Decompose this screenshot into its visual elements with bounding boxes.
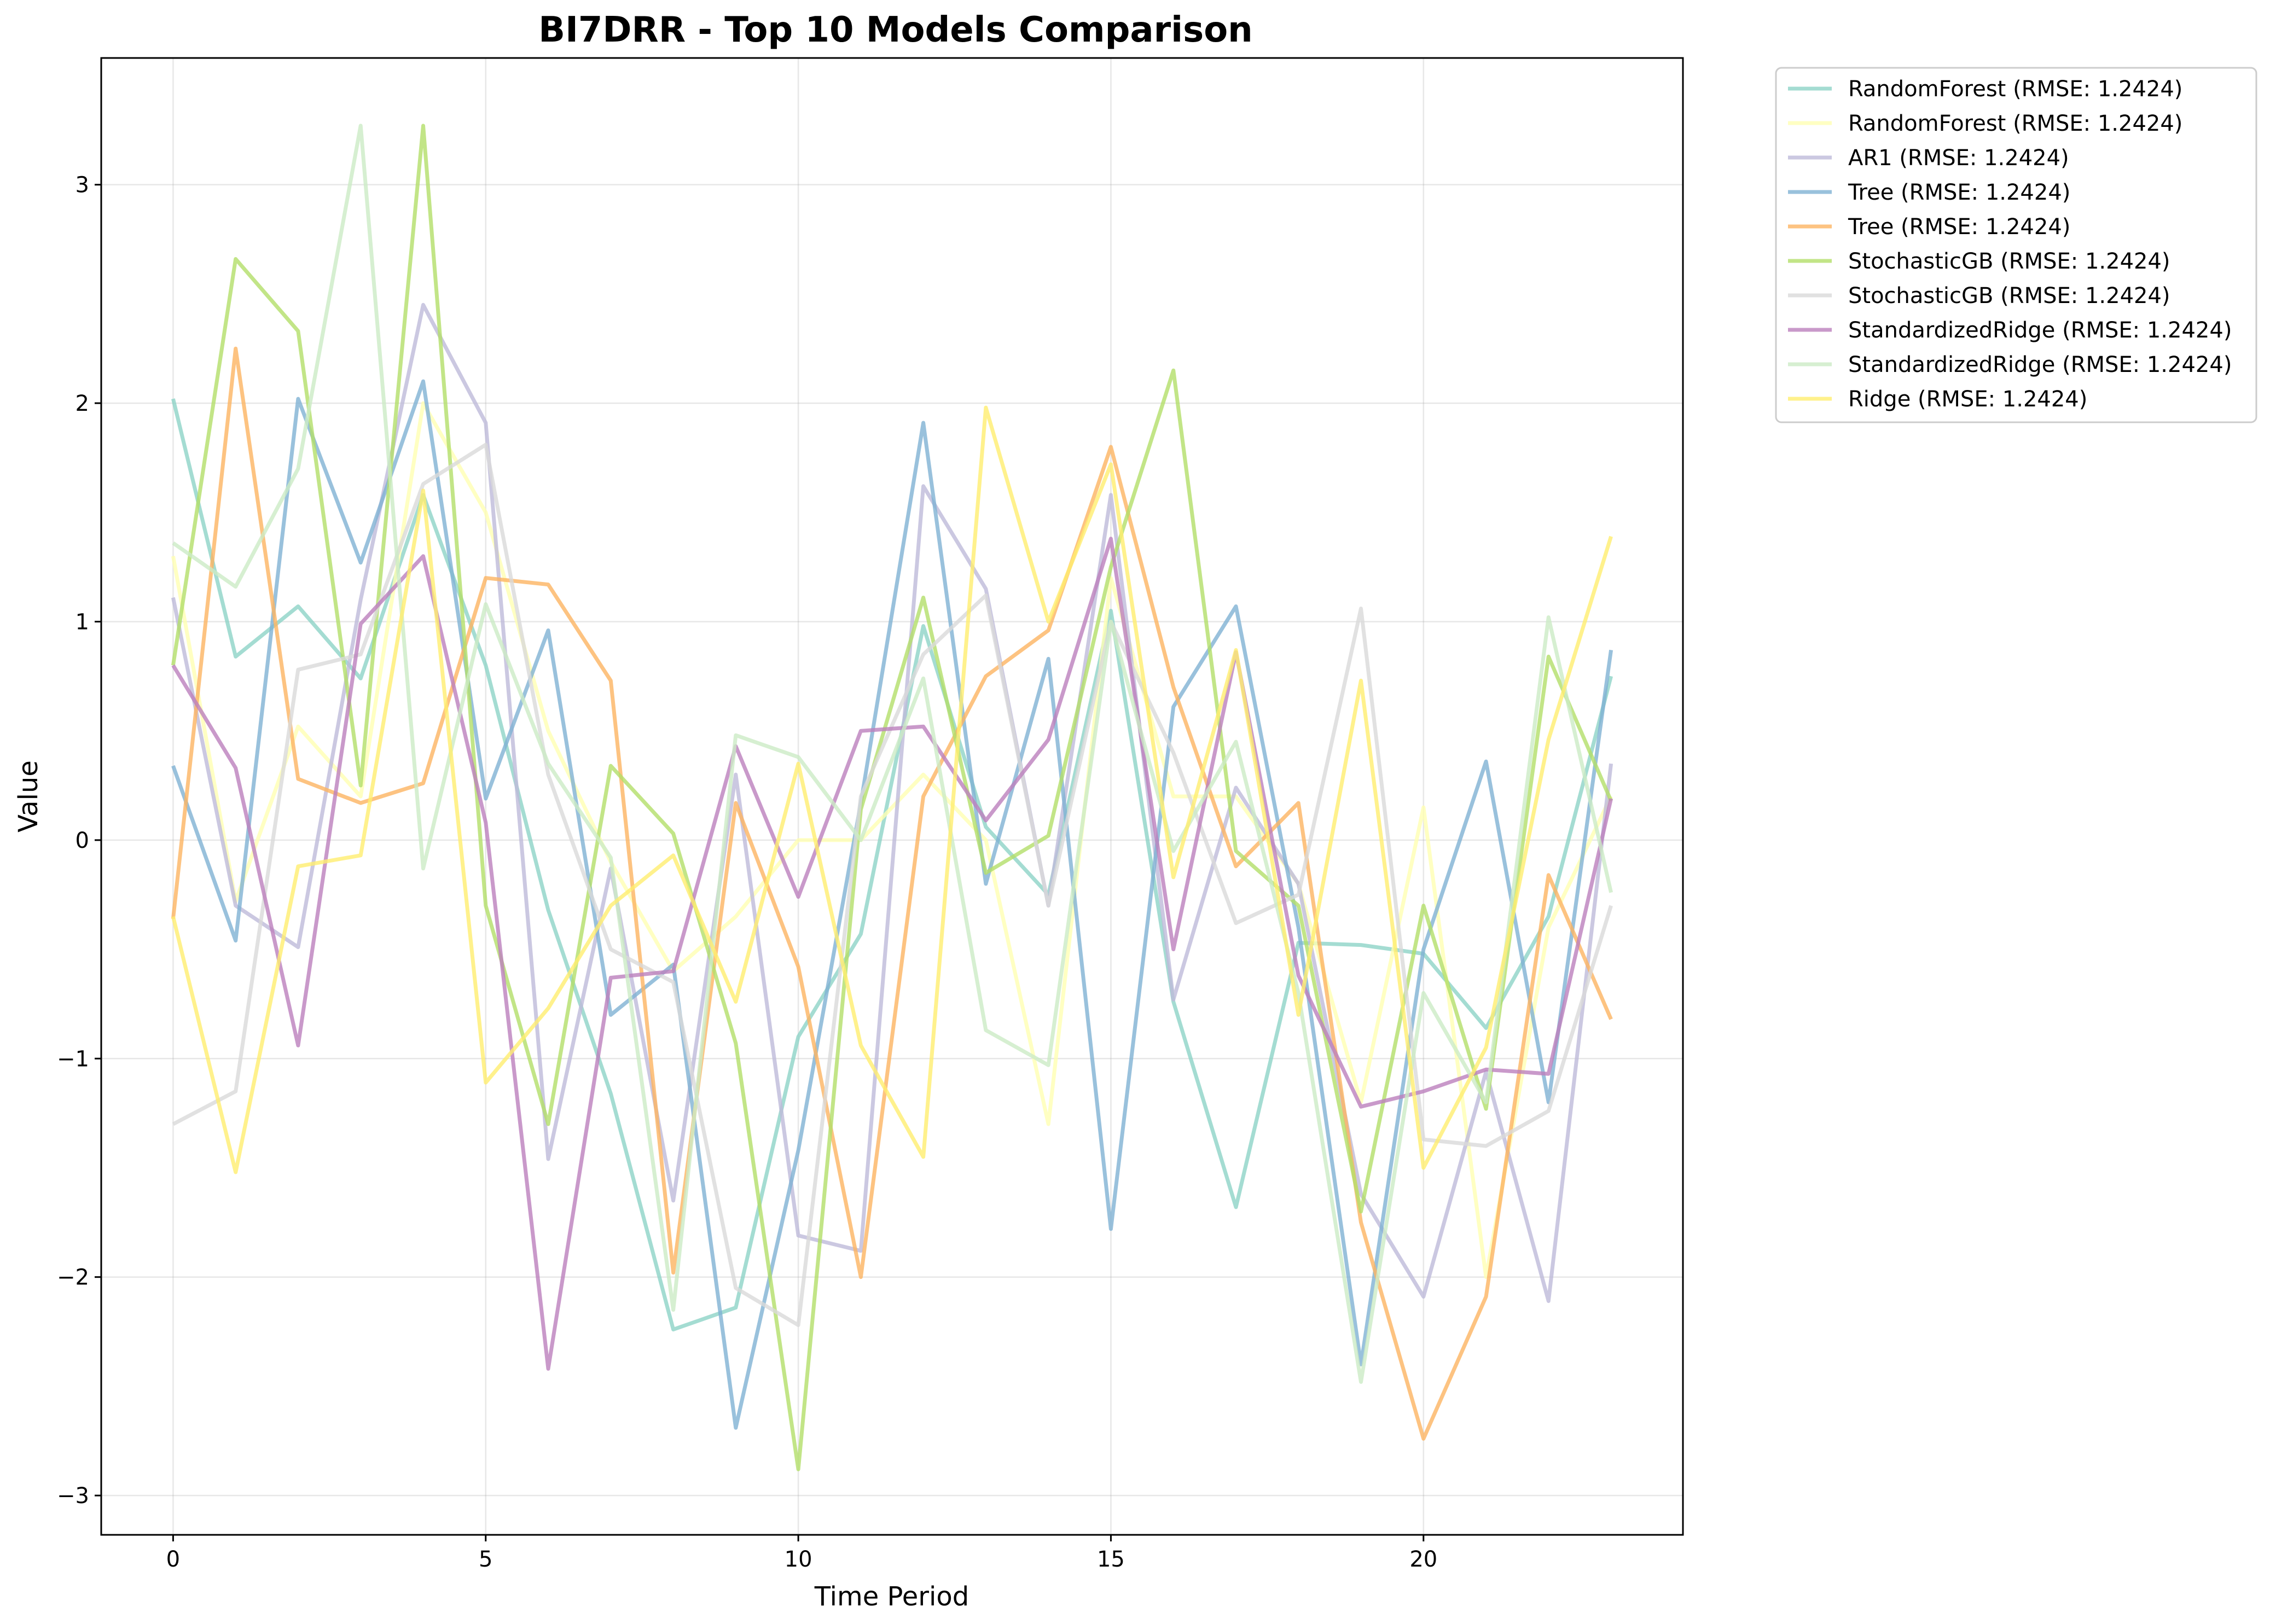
legend-entry: StochasticGB (RMSE: 1.2424) — [1848, 283, 2170, 308]
plot-frame — [100, 57, 1684, 1536]
series-line-10 — [171, 405, 1613, 1174]
legend-entry: Tree (RMSE: 1.2424) — [1848, 214, 2070, 240]
legend-entry: Ridge (RMSE: 1.2424) — [1848, 387, 2087, 412]
series-line-4 — [171, 379, 1613, 1430]
y-tick-label: 0 — [76, 828, 89, 853]
series-line-8 — [171, 537, 1613, 1371]
x-axis-label: Time Period — [814, 1581, 969, 1612]
y-tick-label: −3 — [57, 1483, 89, 1509]
series-line-3 — [171, 302, 1613, 1303]
legend-entry: RandomForest (RMSE: 1.2424) — [1848, 111, 2182, 136]
y-axis-label: Value — [13, 760, 44, 833]
series-line-1 — [171, 398, 1613, 1332]
x-tick-label: 20 — [1409, 1547, 1437, 1572]
y-tick-label: −1 — [57, 1046, 89, 1072]
series-lines — [171, 124, 1613, 1471]
series-line-9 — [172, 124, 1613, 1384]
y-tick-label: 2 — [76, 391, 89, 416]
series-line-7 — [172, 443, 1613, 1328]
legend-entry: AR1 (RMSE: 1.2424) — [1848, 145, 2069, 171]
x-tick-label: 5 — [479, 1547, 492, 1572]
legend-entry: StandardizedRidge (RMSE: 1.2424) — [1848, 352, 2232, 377]
legend-entry: StandardizedRidge (RMSE: 1.2424) — [1848, 318, 2232, 343]
x-axis-ticks: 0 5 10 15 20 — [166, 1535, 1437, 1572]
y-tick-label: 1 — [76, 609, 89, 635]
x-tick-label: 0 — [166, 1547, 180, 1572]
y-tick-label: 3 — [76, 173, 89, 198]
series-line-6 — [171, 124, 1613, 1471]
x-tick-label: 15 — [1097, 1547, 1125, 1572]
chart-title: BI7DRR - Top 10 Models Comparison — [538, 10, 1252, 50]
legend-entry: StochasticGB (RMSE: 1.2424) — [1848, 249, 2170, 274]
series-line-2 — [171, 401, 1613, 1279]
legend-entry: RandomForest (RMSE: 1.2424) — [1848, 77, 2182, 102]
y-tick-label: −2 — [57, 1265, 89, 1290]
series-line-5 — [171, 346, 1613, 1441]
legend-entry: Tree (RMSE: 1.2424) — [1848, 180, 2070, 205]
legend: RandomForest (RMSE: 1.2424) RandomForest … — [1775, 67, 2257, 423]
y-axis-ticks: −3 −2 −1 0 1 2 3 — [57, 173, 101, 1509]
x-tick-label: 10 — [785, 1547, 812, 1572]
legend-frame — [1775, 67, 2257, 423]
